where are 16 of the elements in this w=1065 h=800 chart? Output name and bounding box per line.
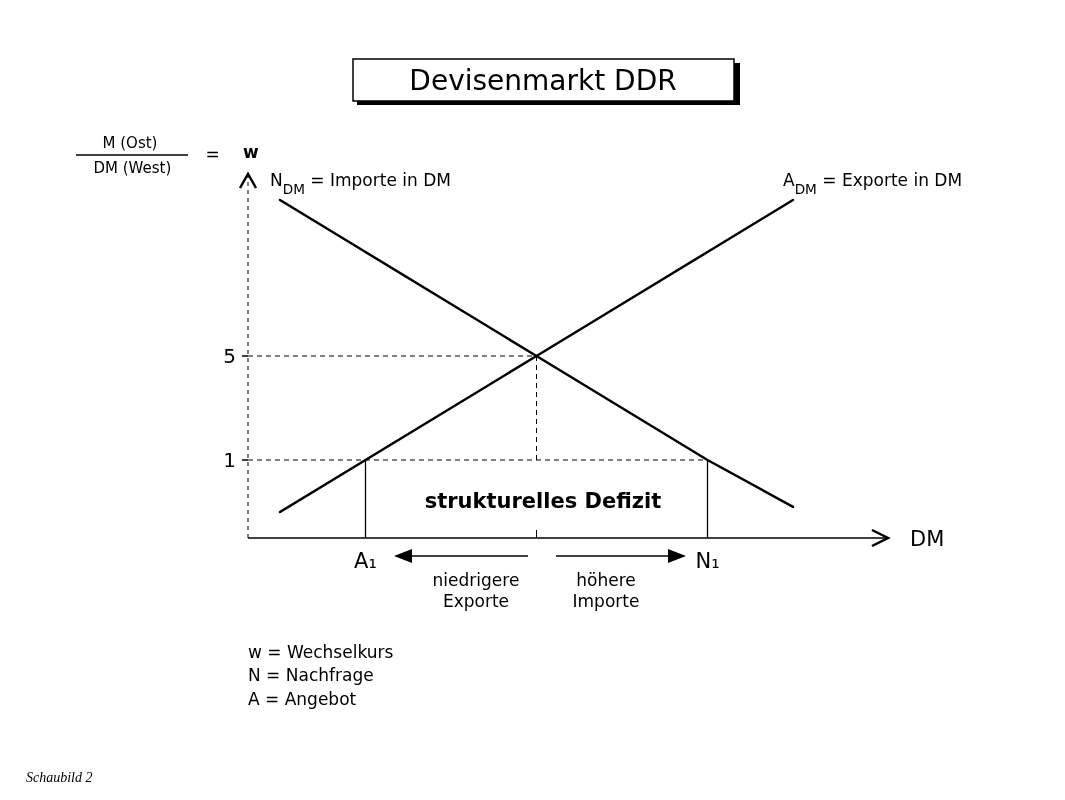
y-tick-label: 1 <box>223 448 236 472</box>
legend-label: N$_{DM}$ = Importe in DM <box>270 170 451 197</box>
series-label: A$_{DM}$ = Exporte in DM <box>783 170 963 197</box>
text: niedrigere Exporte <box>432 570 520 611</box>
text: w = Wechselkurs <box>248 642 394 662</box>
chart-title: Devisenmarkt DDR <box>409 64 677 97</box>
x-tick-label: N₁ <box>695 549 720 573</box>
text: N = Nachfrage <box>248 665 374 685</box>
text: A = Angebot <box>248 689 357 709</box>
x-axis-title: DM <box>910 527 945 551</box>
x-tick-label: A₁ <box>354 549 377 573</box>
text: M (Ost) DM (West) = w <box>93 134 259 177</box>
annotation: strukturelles Defizit <box>424 489 662 513</box>
text: Schaubild 2 <box>26 770 93 785</box>
text: höhere Importe <box>572 570 640 611</box>
y-tick-label: 5 <box>223 344 236 368</box>
